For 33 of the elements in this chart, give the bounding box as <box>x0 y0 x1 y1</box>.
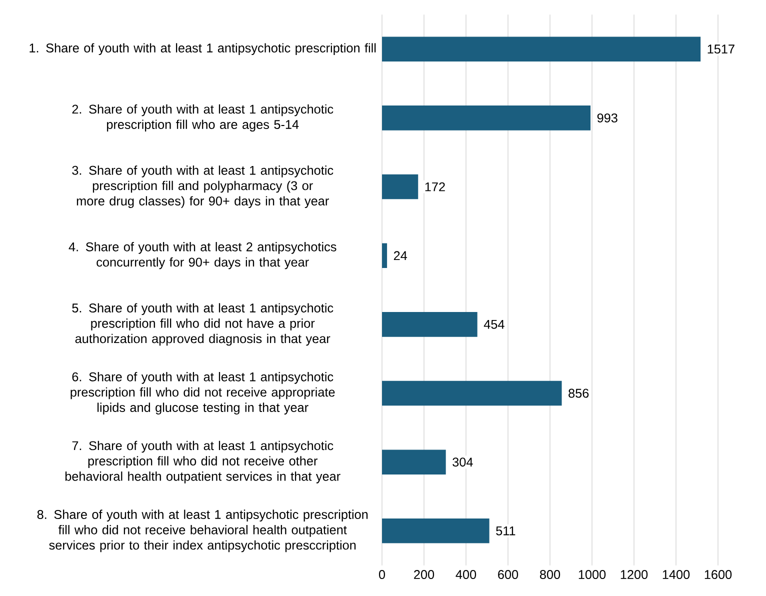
bar <box>382 243 388 268</box>
x-tick-label: 1200 <box>620 570 648 580</box>
data-label: 304 <box>452 458 473 467</box>
data-label: 993 <box>597 113 618 122</box>
x-tick-label: 1400 <box>662 570 690 580</box>
data-label: 454 <box>484 320 504 329</box>
bar <box>382 450 446 474</box>
bar <box>382 174 418 200</box>
bar <box>382 518 490 544</box>
y-tick-label: 5. Share of youth with at least 1 antipsychotic prescription fill who did not have a prior authorization approved diagnosis in that year <box>72 303 334 346</box>
y-tick-label: 2. Share of youth with at least 1 antipsychotic prescription fill who are ages 5-14 <box>72 104 334 132</box>
data-label: 172 <box>425 182 445 192</box>
x-tick-label: 200 <box>414 570 434 580</box>
data-label: 24 <box>394 251 408 260</box>
x-tick-label: 800 <box>540 570 560 580</box>
bar <box>382 380 562 406</box>
x-tick-label: 400 <box>456 570 476 580</box>
y-tick-label: 7. Share of youth with at least 1 antipsychotic prescription fill who did not receive other behavioral health outpatient services in that year <box>65 440 340 484</box>
data-label: 511 <box>496 526 516 536</box>
x-tick-label: 600 <box>498 570 518 580</box>
bar <box>382 106 591 130</box>
y-tick-label: 3. Share of youth with at least 1 antipsychotic prescription fill and polypharmacy (3 or more drug classes) for 90+ days in that year <box>72 166 334 208</box>
bar <box>382 36 701 62</box>
x-tick-label: 1600 <box>704 570 732 580</box>
data-label: 1517 <box>708 44 734 54</box>
bar <box>382 312 478 337</box>
x-tick-label: 0 <box>378 570 386 580</box>
data-label: 856 <box>568 388 589 398</box>
y-tick-label: 6. Share of youth with at least 1 antipsychotic prescription fill who did not receive appropriate lipids and glucose testing in that year <box>70 372 335 414</box>
x-tick-label: 1000 <box>578 570 606 580</box>
y-tick-label: 8. Share of youth with at least 1 antipsychotic prescription fill who did not receive behavioral health outpatient services prior to their index antipsychotic presccription <box>37 510 368 552</box>
y-tick-label: 1. Share of youth with at least 1 antipsychotic prescription fill <box>30 43 376 56</box>
y-tick-label: 4. Share of youth with at least 2 antipsychotics concurrently for 90+ days in that year <box>68 242 336 270</box>
